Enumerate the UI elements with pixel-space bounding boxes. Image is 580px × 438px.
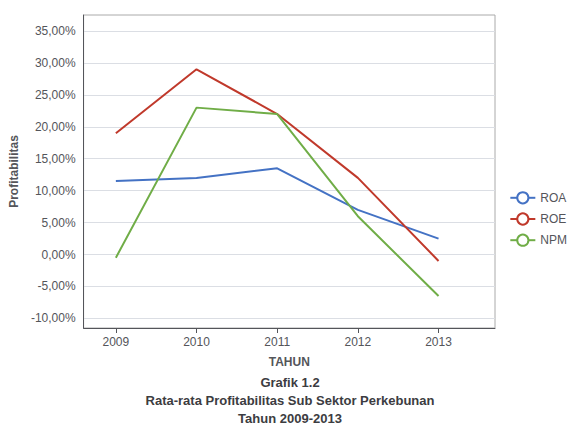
svg-text:2010: 2010 xyxy=(183,335,210,349)
svg-text:TAHUN: TAHUN xyxy=(269,355,310,369)
svg-text:ROE: ROE xyxy=(540,212,566,226)
svg-text:2012: 2012 xyxy=(345,335,372,349)
svg-text:2011: 2011 xyxy=(264,335,290,349)
svg-text:-5,00%: -5,00% xyxy=(38,279,76,293)
svg-text:5,00%: 5,00% xyxy=(42,216,76,230)
svg-text:30,00%: 30,00% xyxy=(35,56,76,70)
svg-text:ROA: ROA xyxy=(540,191,566,205)
svg-text:Tahun 2009-2013: Tahun 2009-2013 xyxy=(238,411,342,426)
svg-text:Grafik 1.2: Grafik 1.2 xyxy=(260,375,319,390)
svg-text:10,00%: 10,00% xyxy=(35,184,76,198)
svg-text:-10,00%: -10,00% xyxy=(31,311,76,325)
svg-text:20,00%: 20,00% xyxy=(35,120,76,134)
svg-text:Profitabilitas: Profitabilitas xyxy=(7,135,21,208)
svg-text:0,00%: 0,00% xyxy=(42,248,76,262)
svg-text:2009: 2009 xyxy=(103,335,130,349)
svg-text:NPM: NPM xyxy=(540,233,567,247)
svg-text:2013: 2013 xyxy=(425,335,452,349)
svg-text:25,00%: 25,00% xyxy=(35,88,76,102)
svg-text:Rata-rata Profitabilitas Sub S: Rata-rata Profitabilitas Sub Sektor Perk… xyxy=(146,393,435,408)
svg-text:15,00%: 15,00% xyxy=(35,152,76,166)
svg-text:35,00%: 35,00% xyxy=(35,24,76,38)
